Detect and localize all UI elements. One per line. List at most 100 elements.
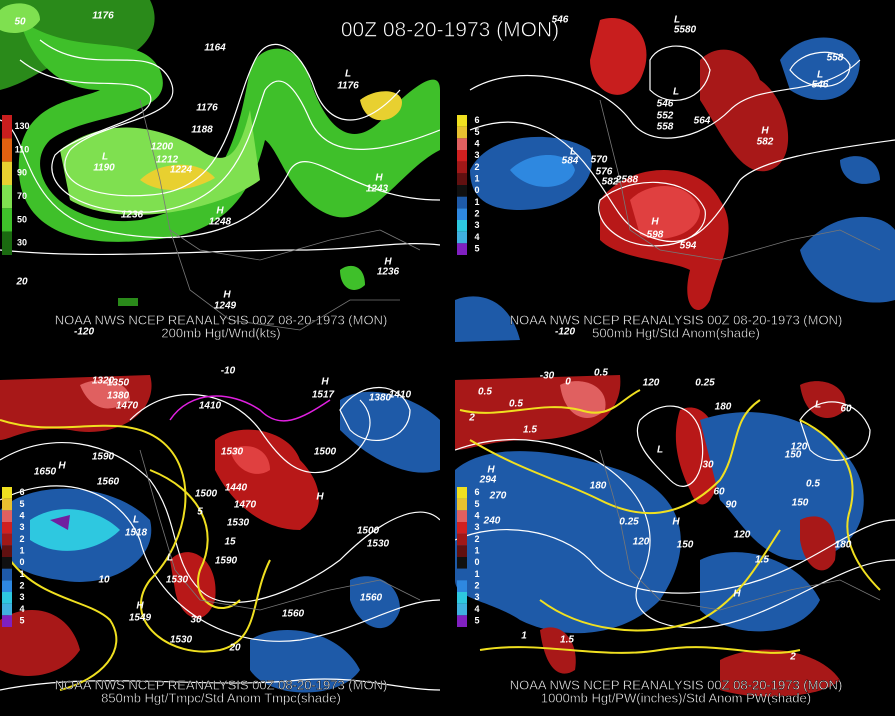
contour-label: 1590 [215,556,238,567]
contour-label: 1.5 [560,635,574,646]
panel-850mb [0,375,440,693]
legend-label: 4 [474,232,479,242]
contour-label: 1440 [225,483,248,494]
contour-label: L [345,69,351,80]
legend-label: 4 [474,604,479,614]
contour-label: 60 [713,487,725,498]
legend-label: 0 [474,185,479,195]
contour-label: 1530 [367,539,390,550]
legend-label: 2 [474,162,479,172]
panel-500mb [455,18,895,342]
panel-caption: NOAA NWS NCEP REANALYSIS 00Z 08-20-1973 … [510,312,843,327]
contour-label: 1212 [156,155,179,166]
contour-label: 5580 [674,25,697,36]
contour-label: 1.5 [523,425,537,436]
legend-swatch [457,557,467,569]
contour-label: 120 [633,537,650,548]
legend-label: 5 [474,616,479,626]
contour-label: 1560 [97,477,120,488]
map-title: 00Z 08-20-1973 (MON) [341,19,559,42]
legend-label: 6 [474,487,479,497]
contour-label: 180 [715,402,732,413]
contour-label: 1517 [312,390,335,401]
legend-swatch [457,150,467,162]
contour-label: 1243 [366,184,389,195]
contour-label: 1176 [92,11,114,22]
legend-label: 110 [15,144,30,154]
contour-label: 1 [521,631,527,642]
contour-label: 1650 [34,467,57,478]
legend-swatch [457,522,467,534]
contour-label: 10 [98,575,110,586]
contour-label: 270 [489,491,507,502]
legend-swatch [2,545,12,557]
contour-label: 294 [479,475,497,486]
contour-label: 1.5 [755,555,769,566]
legend-swatch [457,243,467,255]
contour-label: 582 [602,177,619,188]
contour-label: L [815,400,821,411]
contour-label: 552 [657,111,674,122]
legend-swatch [2,522,12,534]
contour-label: 1176 [337,81,359,92]
legend-swatch [2,592,12,604]
legend-swatch [457,592,467,604]
contour-label: L [570,147,576,158]
legend-swatch [457,568,467,581]
legend-label: 2 [474,534,479,544]
legend-swatch [457,126,467,139]
contour-label: 50 [14,17,26,28]
labels: 130110907050305011761164L117611761188120… [2,11,852,706]
contour-label: H [223,290,231,301]
legend-label: 30 [17,238,27,248]
contour-label: 564 [694,116,711,127]
panel-1000mb [455,375,895,697]
contour-label: 598 [647,230,664,241]
contour-label: 1590 [92,452,115,463]
contour-label: 120 [791,442,808,453]
contour-label: 1530 [166,575,189,586]
legend-swatch [2,498,12,511]
contour-label: -120 [555,327,575,338]
legend-label: 3 [474,592,479,602]
contour-label: 5 [197,507,203,518]
contour-label: 1224 [170,165,193,176]
contour-label: H [761,126,769,137]
legend-label: 3 [474,220,479,230]
contour-label: 546 [552,15,569,26]
legend-label: 2 [19,581,24,591]
legend-swatch [457,138,467,150]
legend-label: 130 [14,121,29,131]
legend-label: 4 [474,511,479,521]
legend-swatch [457,533,467,546]
contour-label: 558 [827,53,844,64]
legend-label: 5 [19,616,24,626]
contour-label: 1176 [196,103,218,114]
legend-swatch [457,208,467,220]
panel-caption: NOAA NWS NCEP REANALYSIS 00Z 08-20-1973 … [510,677,843,692]
legend-swatch [457,510,467,522]
panel-caption: NOAA NWS NCEP REANALYSIS 00Z 08-20-1973 … [55,312,388,327]
legend-swatch [457,196,467,209]
contour-label: L [674,15,680,26]
legend-label: 5 [19,499,24,509]
contour-label: 0.5 [509,399,523,410]
contour-label: 0 [565,377,571,388]
contour-label: 30 [702,460,714,471]
contour-label: 2588 [615,175,639,186]
contour-label: 1380 [107,391,130,402]
contour-label: L [167,553,173,564]
legend-swatch [2,185,12,209]
contour-label: 150 [785,450,802,461]
contour-label: L [817,70,823,81]
contour-label: 1470 [234,500,257,511]
legend-swatch [457,220,467,232]
panel-caption: NOAA NWS NCEP REANALYSIS 00Z 08-20-1973 … [55,677,388,692]
contour-label: L [102,152,108,163]
legend-swatch [457,115,467,127]
contour-label: 546 [657,99,674,110]
legend-swatch [457,615,467,627]
legend-label: 90 [17,168,27,178]
contour-label: 1248 [209,217,232,228]
